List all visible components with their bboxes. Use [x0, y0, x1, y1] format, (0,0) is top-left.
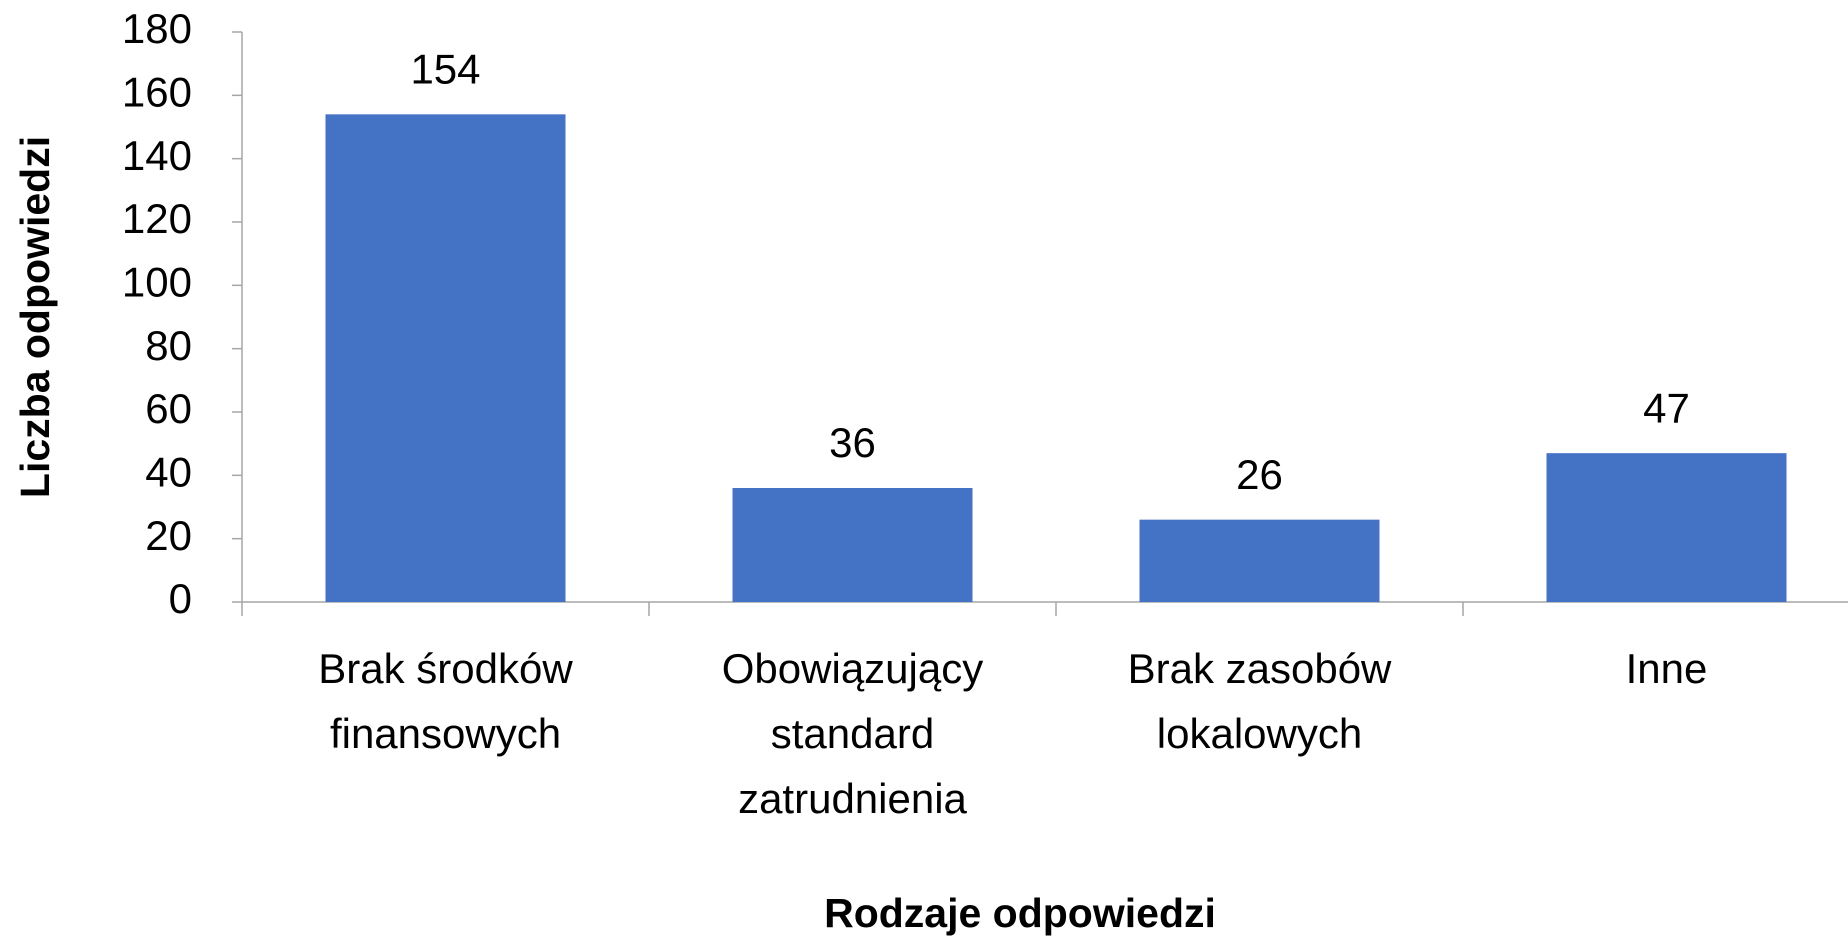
y-tick-label: 100	[122, 258, 192, 305]
y-tick-label: 140	[122, 132, 192, 179]
y-tick-label: 0	[169, 575, 192, 622]
x-axis-title: Rodzaje odpowiedzi	[824, 890, 1216, 936]
bar	[732, 488, 973, 602]
y-tick-label: 60	[145, 385, 192, 432]
y-tick-label: 120	[122, 195, 192, 242]
x-tick-label: Obowiązujący standard zatrudnienia	[722, 645, 983, 822]
y-tick-label: 20	[145, 512, 192, 559]
bar	[1546, 453, 1787, 602]
data-label: 47	[1643, 384, 1690, 431]
y-axis-title: Liczba odpowiedzi	[12, 136, 58, 498]
y-tick-label: 160	[122, 68, 192, 115]
data-label: 154	[410, 45, 480, 92]
bar	[1139, 519, 1380, 602]
bar	[325, 114, 566, 602]
y-tick-label: 40	[145, 448, 192, 495]
y-tick-label: 80	[145, 322, 192, 369]
data-label: 36	[829, 419, 876, 466]
x-tick-label: Inne	[1626, 645, 1708, 692]
x-tick-label: Brak środków finansowych	[318, 645, 573, 757]
x-tick-label: Brak zasobów lokalowych	[1128, 645, 1392, 757]
data-label: 26	[1236, 451, 1283, 498]
y-tick-label: 180	[122, 5, 192, 52]
